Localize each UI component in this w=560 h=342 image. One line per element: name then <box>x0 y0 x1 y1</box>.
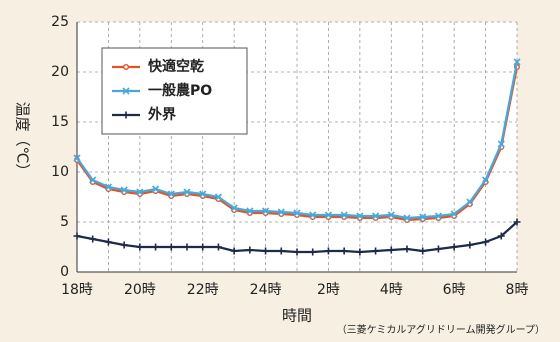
point <box>230 247 238 255</box>
point <box>183 188 191 196</box>
point <box>387 211 395 219</box>
point <box>324 211 332 219</box>
point <box>309 211 317 219</box>
point <box>340 247 348 255</box>
point <box>434 212 442 220</box>
point <box>104 238 112 246</box>
point <box>356 248 364 256</box>
y-tick-label: 15 <box>51 114 69 130</box>
point <box>104 183 112 191</box>
point <box>152 243 160 251</box>
x-axis-label: 時間 <box>282 307 312 325</box>
point <box>230 204 238 212</box>
point <box>136 188 144 196</box>
point <box>214 193 222 201</box>
point <box>466 241 474 249</box>
point <box>387 246 395 254</box>
legend-label: 一般農PO <box>148 82 212 99</box>
x-tick-label: 20時 <box>124 282 156 298</box>
source-note: （三菱ケミカルアグリドリーム開発グループ） <box>337 323 545 336</box>
point <box>403 245 411 253</box>
point <box>89 176 97 184</box>
point <box>277 247 285 255</box>
point <box>324 247 332 255</box>
legend-label: 快適空乾 <box>148 58 204 75</box>
point <box>513 218 521 226</box>
y-axis-label: 温度（℃） <box>14 102 32 179</box>
point <box>167 190 175 198</box>
legend-marker <box>122 63 129 70</box>
point <box>372 247 380 255</box>
point <box>309 248 317 256</box>
x-tick-label: 24時 <box>250 282 282 298</box>
point <box>340 211 348 219</box>
point <box>419 247 427 255</box>
y-tick-label: 5 <box>60 214 69 230</box>
point <box>152 185 160 193</box>
point <box>199 190 207 198</box>
legend-label: 外界 <box>148 106 177 123</box>
legend-marker <box>122 111 130 119</box>
x-tick-label: 22時 <box>187 282 219 298</box>
point <box>482 238 490 246</box>
point <box>246 207 254 215</box>
x-tick-label: 18時 <box>61 282 93 298</box>
x-tick-label: 6時 <box>443 282 466 298</box>
point <box>434 245 442 253</box>
point <box>450 243 458 251</box>
x-tick-label: 8時 <box>506 282 529 298</box>
point <box>497 232 505 240</box>
point <box>372 212 380 220</box>
point <box>497 140 505 148</box>
point <box>262 207 270 215</box>
y-tick-label: 25 <box>51 14 69 30</box>
y-tick-label: 10 <box>51 164 69 180</box>
point <box>199 243 207 251</box>
point <box>293 248 301 256</box>
point <box>466 198 474 206</box>
point <box>482 176 490 184</box>
point <box>136 243 144 251</box>
point <box>167 243 175 251</box>
point <box>356 212 364 220</box>
point <box>262 247 270 255</box>
y-tick-label: 20 <box>51 64 69 80</box>
point <box>419 213 427 221</box>
point <box>73 154 81 162</box>
point <box>277 208 285 216</box>
y-tick-label: 0 <box>60 264 69 280</box>
x-tick-label: 2時 <box>317 282 340 298</box>
legend-marker <box>122 87 130 95</box>
point <box>403 214 411 222</box>
point <box>450 210 458 218</box>
point <box>120 186 128 194</box>
point <box>120 241 128 249</box>
point <box>183 243 191 251</box>
point <box>513 58 521 66</box>
point <box>214 243 222 251</box>
point <box>89 235 97 243</box>
point <box>293 209 301 217</box>
x-tick-label: 4時 <box>380 282 403 298</box>
point <box>73 232 81 240</box>
point <box>246 246 254 254</box>
